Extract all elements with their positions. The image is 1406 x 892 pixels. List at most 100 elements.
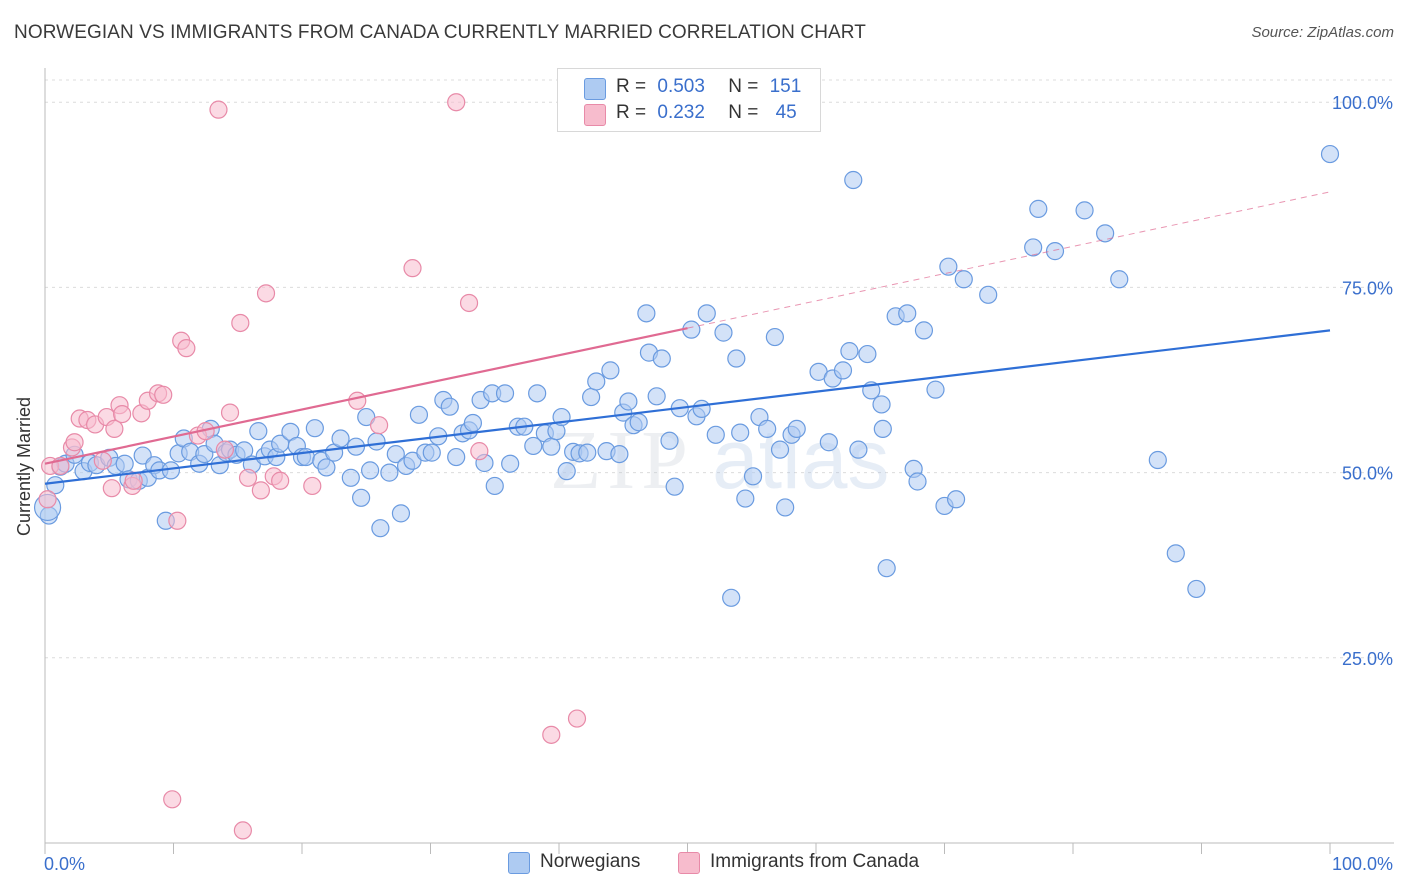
data-point	[1075, 201, 1094, 220]
data-point	[305, 419, 324, 438]
r-value: 0.503	[657, 76, 705, 97]
data-point	[112, 404, 132, 424]
data-point	[386, 444, 405, 464]
data-point	[542, 725, 561, 744]
y-axis-label: Currently Married	[14, 396, 34, 536]
data-point	[524, 436, 543, 456]
trend-line-norwegians	[44, 329, 1331, 485]
data-point	[447, 447, 466, 467]
data-point	[271, 471, 290, 490]
data-point	[722, 588, 741, 607]
data-point	[1148, 450, 1167, 470]
data-point	[154, 385, 173, 404]
data-point	[303, 476, 322, 496]
data-point	[231, 313, 250, 333]
data-point	[168, 511, 187, 530]
data-point	[770, 440, 790, 459]
data-point	[528, 384, 547, 403]
data-point	[105, 419, 124, 439]
data-point	[601, 361, 620, 380]
data-point	[93, 451, 112, 470]
data-point	[697, 304, 716, 323]
x-tick-label: 100.0%	[1332, 854, 1393, 874]
data-point	[908, 472, 927, 491]
data-point	[637, 304, 656, 323]
data-point	[692, 399, 711, 419]
data-point	[422, 443, 441, 462]
data-point	[65, 433, 84, 452]
data-point	[926, 380, 945, 399]
data-point	[819, 433, 838, 452]
data-point	[660, 431, 679, 450]
r-value: 0.232	[657, 102, 705, 123]
legend-swatch-blue	[508, 852, 530, 874]
data-point	[765, 327, 784, 347]
data-point	[391, 504, 411, 523]
data-point	[501, 454, 520, 473]
data-point	[361, 461, 380, 480]
data-point	[727, 349, 746, 368]
data-point	[665, 477, 684, 496]
source-label: Source: ZipAtlas.com	[1251, 24, 1394, 41]
r-label: R =	[616, 102, 647, 123]
tick-labels: 25.0% 50.0% 75.0% 100.0% 0.0% 100.0%	[44, 93, 1393, 874]
data-point	[403, 451, 422, 470]
n-label: N =	[728, 76, 759, 97]
data-point	[731, 423, 750, 442]
data-point	[647, 387, 666, 406]
data-point	[352, 488, 371, 507]
y-tick-label: 100.0%	[1332, 93, 1393, 113]
data-point	[706, 425, 725, 444]
data-point	[1320, 144, 1340, 164]
data-point	[249, 422, 268, 441]
data-point	[495, 384, 515, 403]
y-tick-label: 75.0%	[1342, 278, 1393, 298]
data-point	[877, 559, 896, 578]
series-immigrants-from-canada	[38, 93, 587, 840]
series-norwegians	[33, 144, 1340, 607]
data-point	[858, 344, 877, 364]
legend-text: R = 0.232 N = 45	[616, 102, 797, 124]
data-point	[409, 405, 429, 424]
data-point	[743, 467, 763, 486]
data-point	[341, 468, 360, 487]
legend-swatch-blue	[584, 78, 606, 100]
data-point	[578, 443, 597, 462]
data-point	[629, 413, 648, 432]
data-point	[233, 821, 252, 840]
data-point	[1110, 270, 1129, 289]
data-point	[38, 490, 57, 509]
data-point	[251, 481, 270, 500]
data-point	[979, 285, 998, 304]
data-point	[256, 284, 276, 303]
correlation-legend: R = 0.503 N = 151 R = 0.232 N = 45	[557, 68, 821, 132]
legend-swatch-pink	[584, 104, 606, 126]
data-point	[914, 321, 934, 340]
data-point	[652, 349, 671, 368]
data-point	[470, 442, 489, 461]
data-point	[209, 100, 228, 119]
data-point	[331, 429, 350, 448]
y-axis-label-wrap: Currently Married	[14, 397, 38, 696]
r-label: R =	[616, 76, 647, 97]
trend-lines	[44, 191, 1331, 485]
data-point	[1187, 579, 1206, 599]
data-point	[367, 432, 386, 451]
data-point	[776, 498, 795, 517]
data-point	[177, 339, 196, 358]
data-point	[238, 468, 258, 487]
data-point	[873, 419, 892, 439]
data-point	[844, 170, 863, 190]
data-point	[1029, 199, 1048, 218]
data-point	[440, 397, 459, 416]
data-point	[787, 419, 806, 439]
legend-label: Norwegians	[540, 851, 641, 872]
data-point	[939, 257, 958, 276]
trend-line-immigrants-extension	[687, 191, 1331, 329]
watermark: ZIP atlas	[550, 412, 889, 507]
n-value: 45	[775, 102, 797, 123]
legend-label: Immigrants from Canada	[710, 851, 920, 872]
data-point	[898, 304, 917, 323]
data-point	[872, 395, 891, 414]
